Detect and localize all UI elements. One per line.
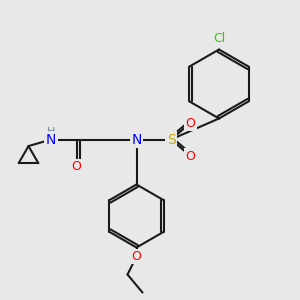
Text: N: N [131, 133, 142, 146]
Text: O: O [186, 116, 195, 130]
Text: O: O [72, 160, 81, 173]
Text: N: N [46, 133, 56, 146]
Text: S: S [167, 133, 176, 146]
Text: Cl: Cl [213, 32, 225, 46]
Text: H: H [47, 127, 55, 137]
Text: O: O [132, 250, 141, 263]
Text: O: O [186, 149, 195, 163]
